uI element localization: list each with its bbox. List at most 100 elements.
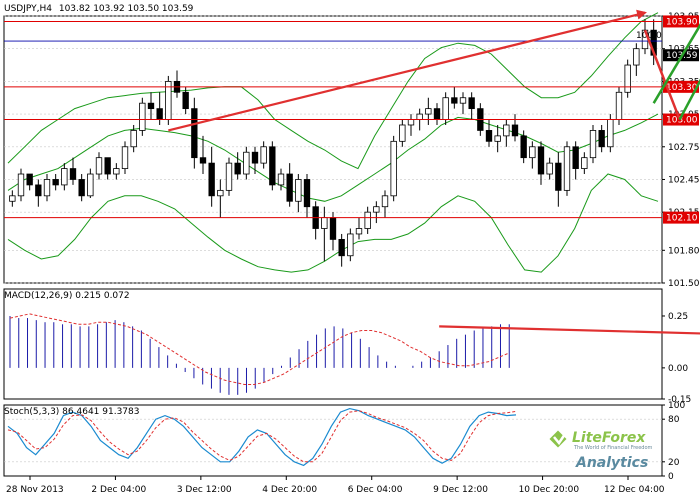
candle-body (572, 146, 579, 169)
x-axis: 28 Nov 2013 2 Dec 04:00 3 Dec 12:00 4 Dec 2… (6, 476, 665, 495)
level-label-bg (663, 15, 699, 28)
candle (589, 124, 597, 164)
symbol-timeframe: USDJPY,H4 (4, 4, 52, 14)
price-title: USDJPY,H4 103.82 103.92 103.50 103.59 (4, 4, 194, 14)
candle (208, 146, 215, 207)
stoch-main-line (7, 407, 517, 467)
candle-body (199, 157, 207, 164)
candle-body (503, 124, 510, 137)
candle (581, 152, 588, 175)
candle-body (529, 146, 536, 159)
macd-panel: 0.25 0.00 -0.15 (9, 312, 700, 405)
candle-body (381, 195, 389, 208)
stoch-signal-line (7, 410, 517, 463)
candle (182, 86, 189, 115)
logo-check-icon (549, 427, 571, 448)
stoch-tick-label: 80 (668, 415, 680, 425)
candle (87, 168, 94, 198)
marker-label: 100.0 (636, 31, 662, 41)
candle (485, 119, 493, 147)
candle (69, 157, 77, 185)
level-label-bg (663, 80, 699, 93)
candle-body (537, 146, 545, 175)
candle (520, 130, 527, 164)
candle-body (598, 130, 605, 148)
candle-body (104, 157, 111, 175)
candle-body (78, 179, 85, 197)
candle-body (355, 228, 363, 235)
candle-body (399, 124, 406, 142)
candle (303, 174, 311, 218)
candle-body (243, 151, 250, 175)
macd-tick-label: 0.25 (668, 312, 688, 322)
candle (43, 174, 51, 202)
candle-body (139, 102, 146, 131)
candle (17, 168, 25, 202)
logo-brand: LiteForex (572, 430, 646, 446)
candle-body (338, 239, 345, 257)
svg-text:LiteForex: LiteForex (572, 430, 646, 446)
price-tick-label: 101.50 (668, 279, 700, 289)
candle-body (277, 173, 285, 186)
liteforex-logo: LiteForex The World of Financial Freedom… (549, 427, 653, 471)
candle-body (390, 140, 397, 197)
stoch-title: Stoch(5,3,3) 86.4641 91.3783 (4, 407, 139, 417)
candle-body (555, 162, 562, 191)
macd-tick-label: 0.00 (668, 364, 688, 374)
candle (9, 190, 16, 207)
candle-body (546, 162, 553, 175)
candle (624, 59, 631, 98)
logo-tagline: The World of Financial Freedom (573, 445, 653, 451)
candle-body (234, 162, 241, 175)
candle (295, 174, 302, 213)
candle (113, 163, 120, 180)
candle (347, 228, 354, 262)
trend-arrow (168, 9, 647, 132)
forecast-green-line (678, 78, 700, 121)
candle-body (511, 124, 519, 137)
candle-body (416, 113, 423, 120)
macd-signal-line (9, 313, 509, 385)
candle-body (581, 157, 588, 169)
x-tick-label: 10 Dec 20:00 (519, 485, 580, 495)
candle (260, 141, 267, 169)
candle-body (251, 151, 259, 164)
candle-body (321, 217, 328, 229)
candle-body (633, 48, 640, 66)
candle-body (147, 102, 155, 110)
candle (355, 217, 363, 240)
candle (381, 190, 389, 218)
candle-body (87, 173, 94, 197)
candle-body (303, 179, 311, 208)
x-tick-label: 6 Dec 04:00 (348, 485, 403, 495)
candle-body (95, 157, 103, 175)
x-tick-label: 28 Nov 2013 (6, 485, 64, 495)
candle (468, 92, 475, 120)
level-label: 103.90 (666, 17, 698, 27)
x-tick-label: 12 Dec 04:00 (604, 485, 665, 495)
candle (139, 97, 146, 136)
candle (130, 124, 137, 153)
candle (338, 233, 345, 267)
candle (598, 124, 605, 153)
stoch-tick-label: 0 (668, 472, 674, 482)
candle-body (113, 168, 120, 175)
candle-body (269, 146, 276, 186)
candle-body (364, 211, 371, 229)
candle (425, 97, 432, 125)
candle (251, 146, 259, 175)
stoch-tick-label: 100 (668, 401, 685, 411)
macd-tick-label: -0.15 (668, 395, 691, 405)
x-tick-label: 4 Dec 20:00 (262, 485, 317, 495)
candle-body (156, 108, 163, 120)
candle (503, 119, 510, 147)
candle-body (295, 179, 302, 202)
candle-body (373, 206, 380, 213)
candle-body (9, 195, 16, 202)
candle (78, 174, 85, 202)
candle-body (130, 130, 137, 148)
price-panel: 101.50101.80102.15102.45102.75103.05103.… (4, 9, 700, 289)
candle-body (329, 217, 337, 240)
candle (373, 201, 380, 224)
